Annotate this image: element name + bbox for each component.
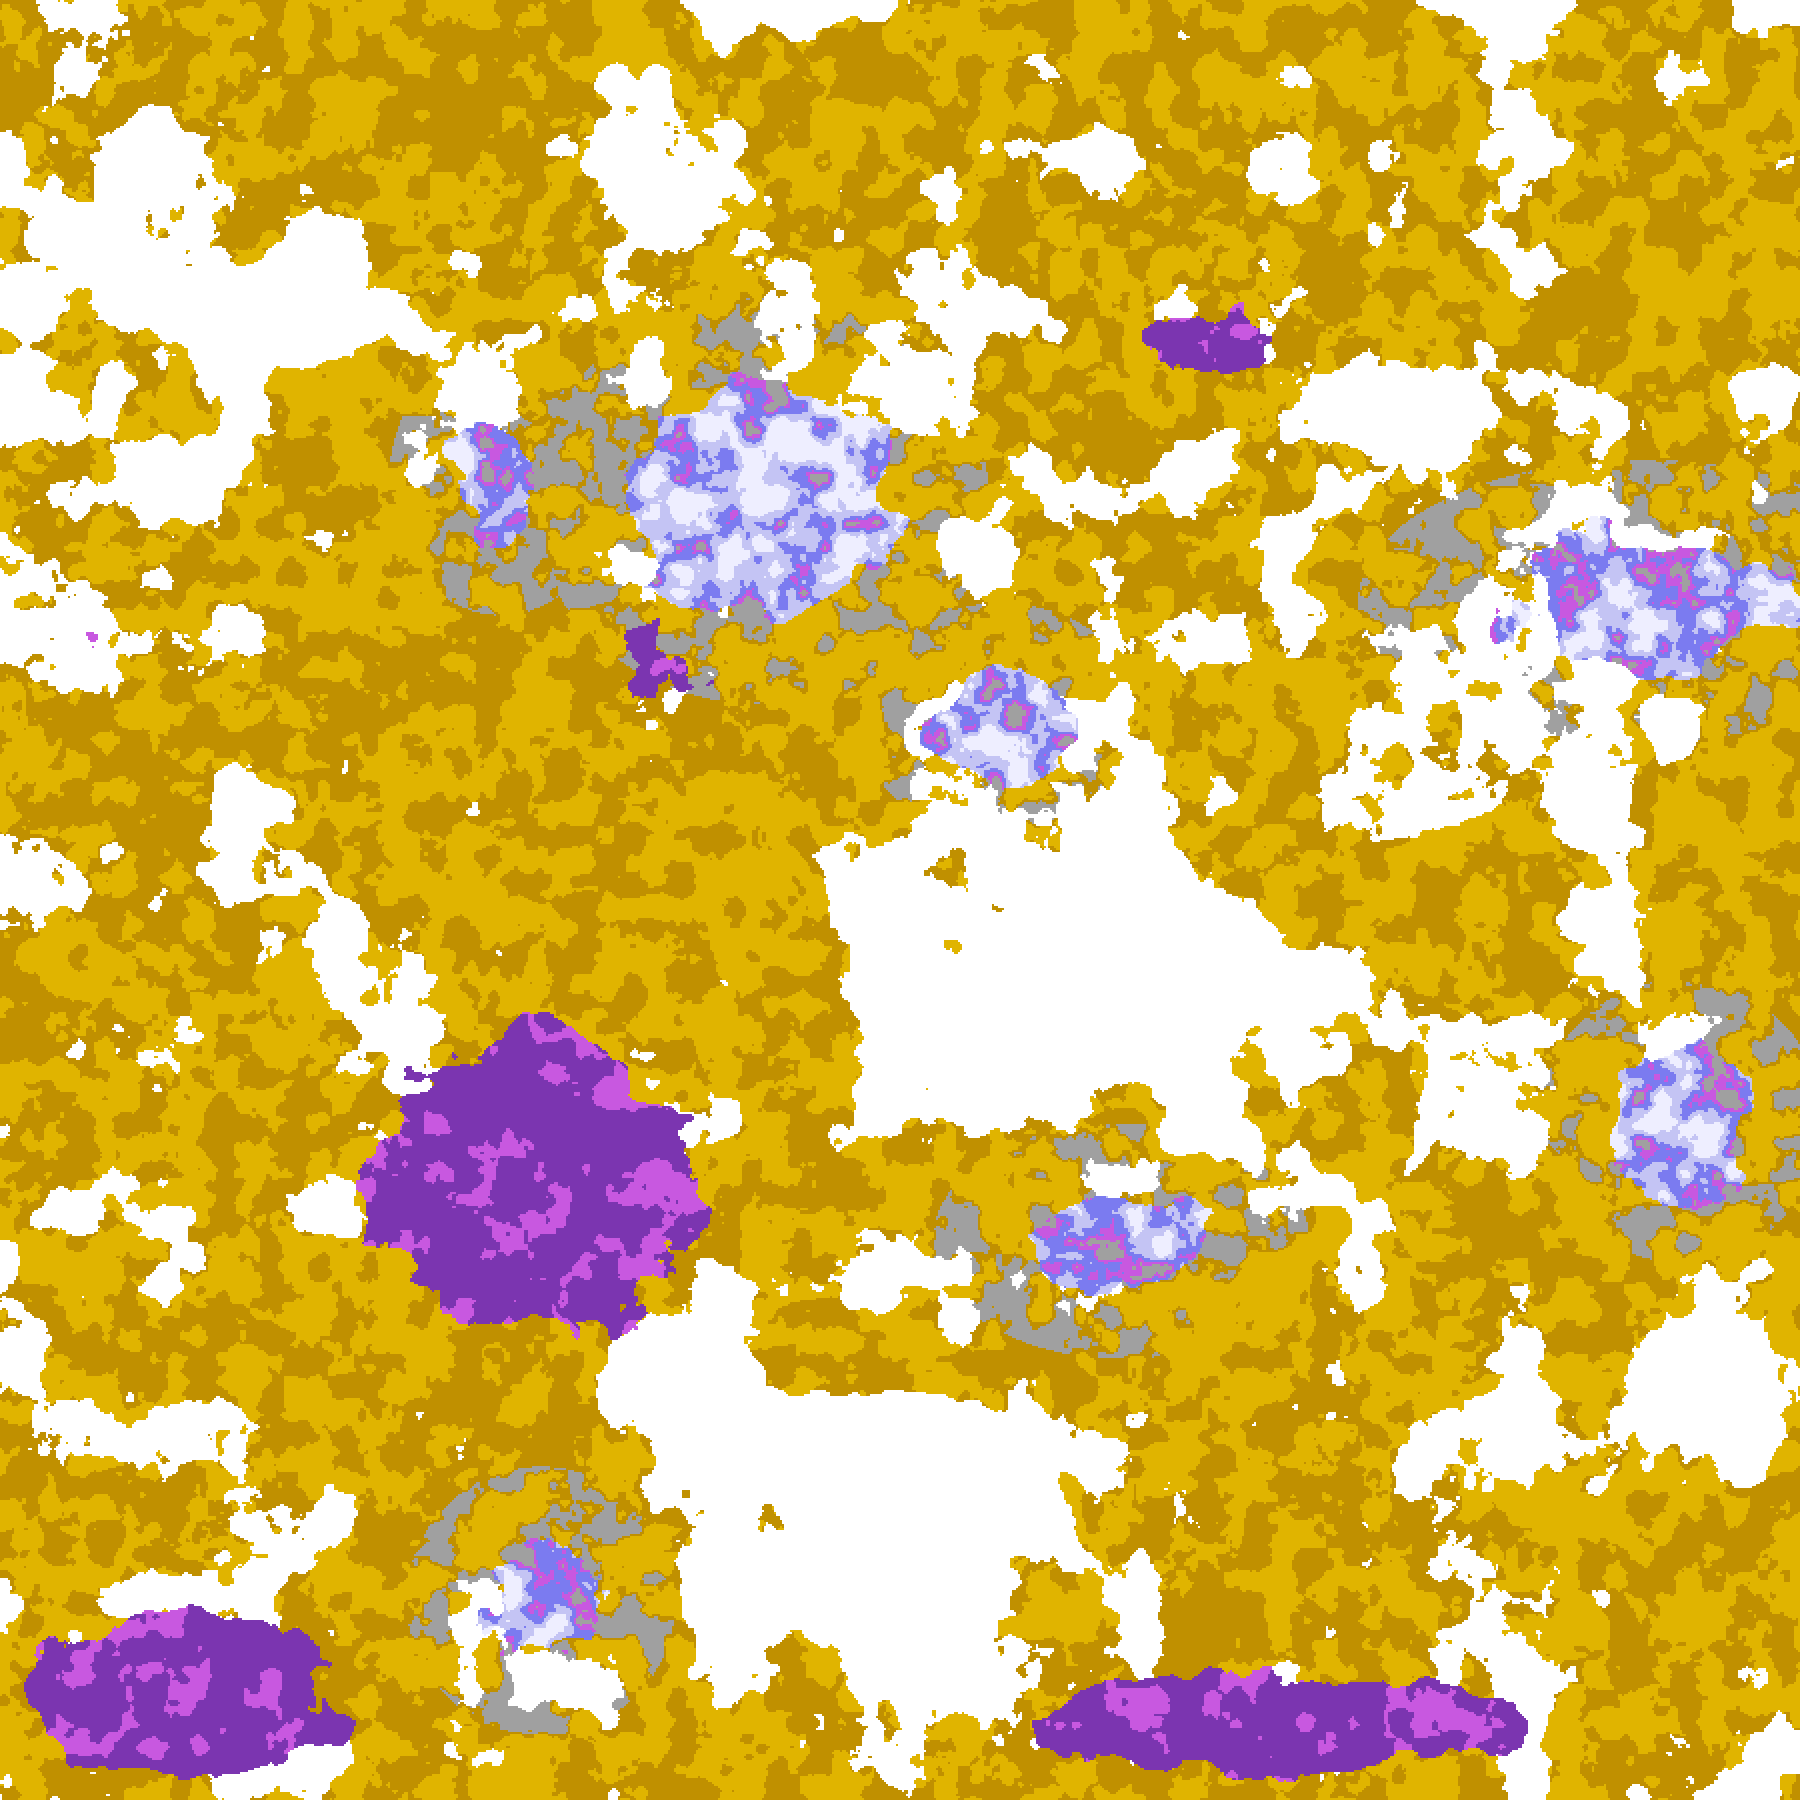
classified-map	[0, 0, 1800, 1800]
map-raster	[0, 0, 1800, 1800]
